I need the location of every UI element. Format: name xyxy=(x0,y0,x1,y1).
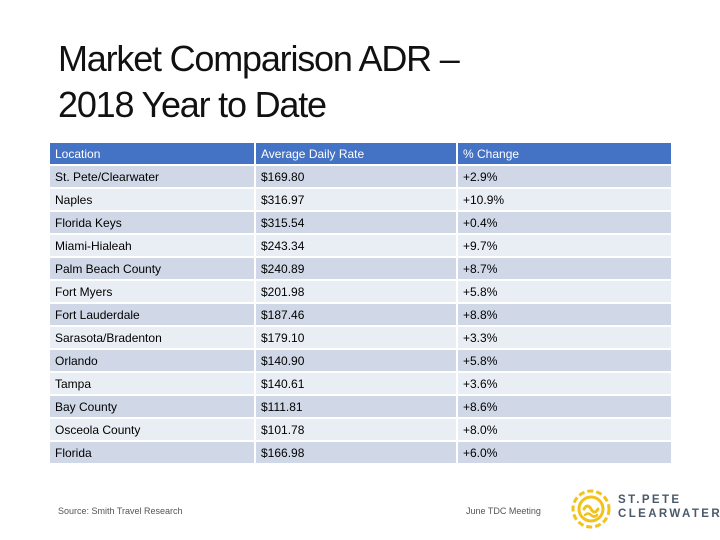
table-row: Palm Beach County $240.89 +8.7% xyxy=(50,257,671,281)
table-row: Orlando $140.90 +5.8% xyxy=(50,349,671,373)
cell-location: Sarasota/Bradenton xyxy=(50,326,255,350)
cell-rate: $315.54 xyxy=(254,211,457,235)
cell-change: +8.0% xyxy=(456,418,671,442)
table-row: Florida $166.98 +6.0% xyxy=(50,441,671,465)
cell-location: Naples xyxy=(50,188,255,212)
cell-rate: $316.97 xyxy=(254,188,457,212)
cell-location: Tampa xyxy=(50,372,255,396)
cell-rate: $140.61 xyxy=(254,372,457,396)
table-row: Naples $316.97 +10.9% xyxy=(50,188,671,212)
cell-location: Florida Keys xyxy=(50,211,255,235)
header-percent-change: % Change xyxy=(456,143,671,166)
cell-rate: $140.90 xyxy=(254,349,457,373)
table-row: Bay County $111.81 +8.6% xyxy=(50,395,671,419)
table-row: Tampa $140.61 +3.6% xyxy=(50,372,671,396)
slide-title-line1: Market Comparison ADR – xyxy=(58,38,460,79)
table-row: Fort Myers $201.98 +5.8% xyxy=(50,280,671,304)
cell-location: Palm Beach County xyxy=(50,257,255,281)
table-row: Fort Lauderdale $187.46 +8.8% xyxy=(50,303,671,327)
cell-rate: $201.98 xyxy=(254,280,457,304)
st-pete-clearwater-logo: ST.PETE CLEARWATER xyxy=(570,487,720,531)
cell-change: +3.3% xyxy=(456,326,671,350)
cell-rate: $187.46 xyxy=(254,303,457,327)
cell-rate: $166.98 xyxy=(254,441,457,465)
slide-title: Market Comparison ADR – 2018 Year to Dat… xyxy=(58,36,618,128)
cell-location: Florida xyxy=(50,441,255,465)
cell-location: Bay County xyxy=(50,395,255,419)
cell-change: +2.9% xyxy=(456,165,671,189)
header-location: Location xyxy=(50,143,255,166)
cell-change: +5.8% xyxy=(456,349,671,373)
footer-meeting: June TDC Meeting xyxy=(466,506,541,516)
cell-change: +3.6% xyxy=(456,372,671,396)
cell-location: Miami-Hialeah xyxy=(50,234,255,258)
cell-change: +9.7% xyxy=(456,234,671,258)
logo-wordmark: ST.PETE CLEARWATER xyxy=(618,493,720,521)
cell-change: +5.8% xyxy=(456,280,671,304)
sun-swirl-icon xyxy=(571,489,611,529)
table-row: Osceola County $101.78 +8.0% xyxy=(50,418,671,442)
table-row: Sarasota/Bradenton $179.10 +3.3% xyxy=(50,326,671,350)
cell-change: +8.7% xyxy=(456,257,671,281)
cell-change: +8.8% xyxy=(456,303,671,327)
cell-rate: $169.80 xyxy=(254,165,457,189)
cell-change: +6.0% xyxy=(456,441,671,465)
cell-rate: $243.34 xyxy=(254,234,457,258)
table-row: Florida Keys $315.54 +0.4% xyxy=(50,211,671,235)
logo-line2: CLEARWATER xyxy=(618,508,720,520)
table-row: Miami-Hialeah $243.34 +9.7% xyxy=(50,234,671,258)
table-header-row: Location Average Daily Rate % Change xyxy=(50,143,671,166)
adr-comparison-table: Location Average Daily Rate % Change St.… xyxy=(50,143,671,465)
slide-title-line2: 2018 Year to Date xyxy=(58,84,327,125)
cell-change: +8.6% xyxy=(456,395,671,419)
cell-location: Osceola County xyxy=(50,418,255,442)
cell-location: Fort Lauderdale xyxy=(50,303,255,327)
table-row: St. Pete/Clearwater $169.80 +2.9% xyxy=(50,165,671,189)
cell-rate: $179.10 xyxy=(254,326,457,350)
cell-change: +10.9% xyxy=(456,188,671,212)
cell-rate: $240.89 xyxy=(254,257,457,281)
cell-location: Orlando xyxy=(50,349,255,373)
cell-rate: $101.78 xyxy=(254,418,457,442)
footer-source: Source: Smith Travel Research xyxy=(58,506,183,516)
cell-change: +0.4% xyxy=(456,211,671,235)
cell-rate: $111.81 xyxy=(254,395,457,419)
cell-location: St. Pete/Clearwater xyxy=(50,165,255,189)
cell-location: Fort Myers xyxy=(50,280,255,304)
header-average-daily-rate: Average Daily Rate xyxy=(254,143,457,166)
logo-line1: ST.PETE xyxy=(618,494,682,506)
